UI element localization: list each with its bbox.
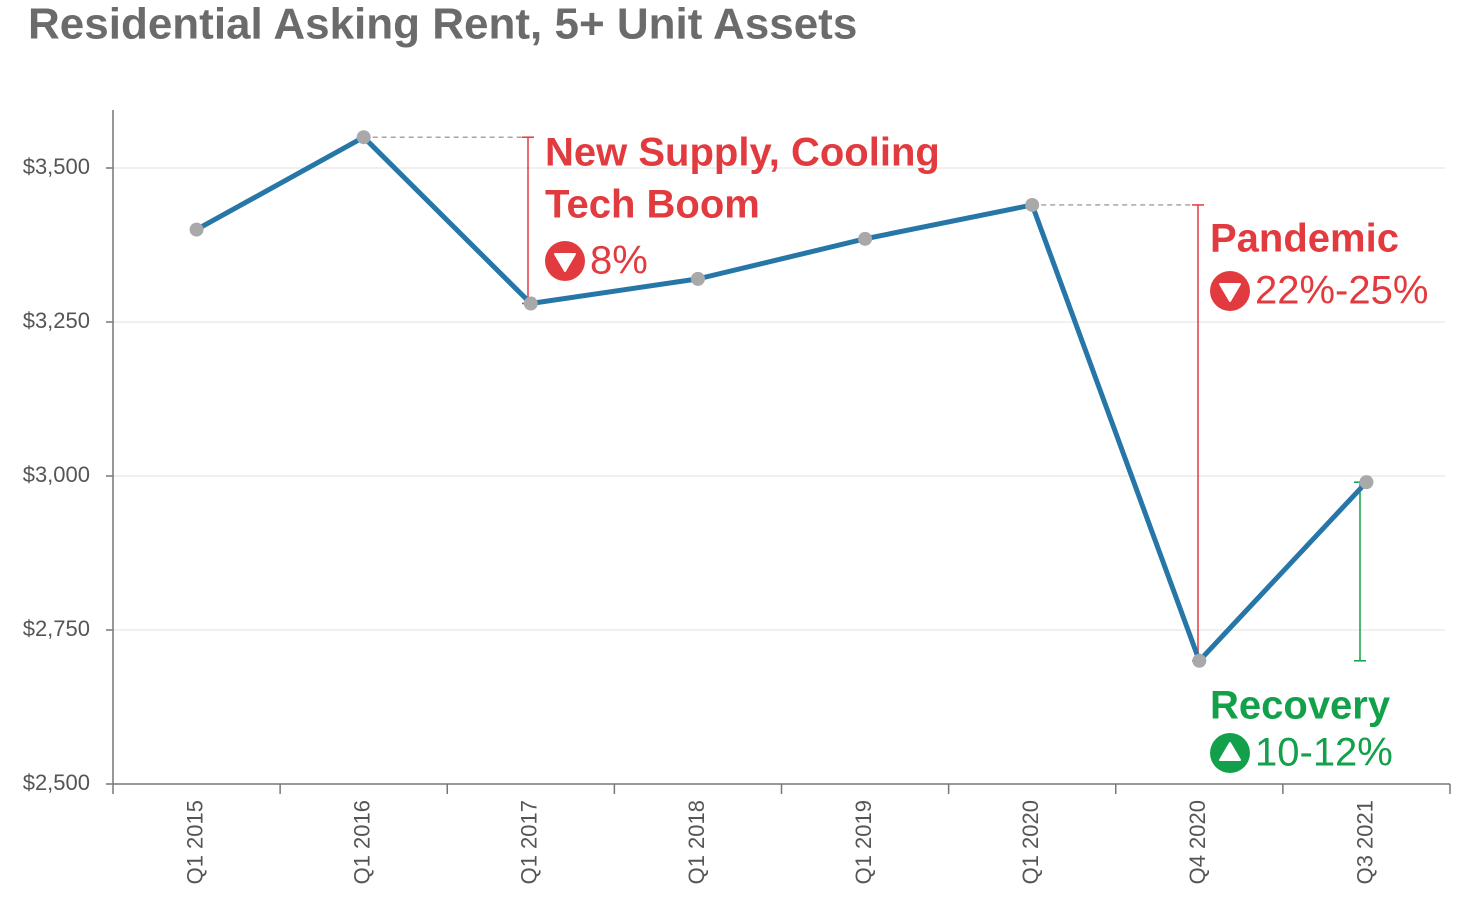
- change-text: 8%: [590, 239, 648, 283]
- change-text: 22%-25%: [1255, 269, 1428, 313]
- x-tick-label: Q4 2020: [1185, 800, 1210, 884]
- data-line: [195, 134, 1369, 664]
- y-tick-label: $2,750: [23, 616, 90, 641]
- annotation-text: Recovery: [1210, 684, 1391, 728]
- chart-title: Residential Asking Rent, 5+ Unit Assets: [28, 0, 857, 49]
- data-point: [1359, 475, 1374, 490]
- y-tick-label: $2,500: [23, 770, 90, 795]
- data-point: [189, 222, 204, 237]
- change-arrow: [554, 253, 576, 272]
- annotation-text: New Supply, Cooling: [545, 131, 940, 175]
- change-text: 10-12%: [1255, 731, 1393, 775]
- data-point: [1192, 653, 1207, 668]
- y-tick-label: $3,000: [23, 462, 90, 487]
- data-point: [523, 296, 538, 311]
- data-point: [858, 231, 873, 246]
- annotation-text: Pandemic: [1210, 217, 1399, 261]
- x-tick-label: Q1 2020: [1018, 800, 1043, 884]
- data-point: [1025, 197, 1040, 212]
- x-tick-label: Q3 2021: [1352, 800, 1377, 884]
- change-arrow: [1219, 742, 1241, 761]
- x-tick-label: Q1 2015: [182, 800, 207, 884]
- y-tick-label: $3,250: [23, 308, 90, 333]
- data-point: [356, 130, 371, 145]
- data-point: [690, 271, 705, 286]
- x-tick-label: Q1 2017: [517, 800, 542, 884]
- x-tick-label: Q1 2016: [350, 800, 375, 884]
- x-tick-label: Q1 2019: [851, 800, 876, 884]
- y-tick-label: $3,500: [23, 154, 90, 179]
- change-arrow: [1219, 283, 1241, 302]
- x-tick-label: Q1 2018: [684, 800, 709, 884]
- annotation-text: Tech Boom: [545, 183, 760, 227]
